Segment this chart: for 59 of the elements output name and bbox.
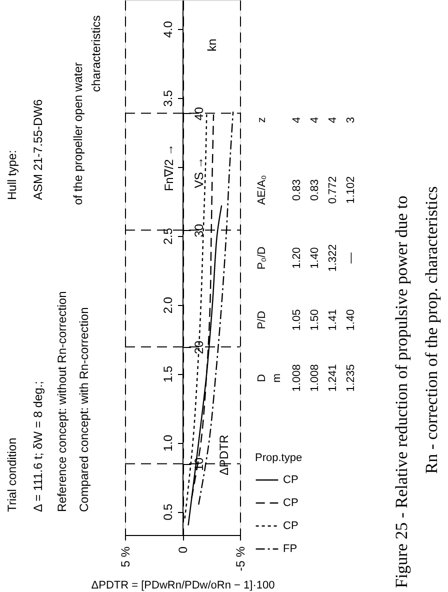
text: AE/A₀ bbox=[256, 175, 268, 205]
text: 1.322 bbox=[327, 244, 339, 272]
annotation: kn bbox=[205, 38, 219, 52]
text: 1.20 bbox=[291, 247, 303, 269]
x-tick-label: 5 % bbox=[118, 546, 132, 568]
legend-label: FP bbox=[283, 543, 298, 555]
legend-label: CP bbox=[283, 497, 298, 509]
x-tick-label: -5 % bbox=[234, 546, 248, 572]
text: 1.50 bbox=[309, 309, 321, 331]
x-axis-title: ΔPDTR = [PDwRn/PDw/oRn − 1]·100 bbox=[91, 580, 275, 592]
text: Hull type: bbox=[5, 150, 19, 200]
text: m bbox=[271, 373, 283, 383]
y-tick-label: 2.5 bbox=[161, 228, 175, 245]
y2-tick-label: 20 bbox=[192, 340, 206, 354]
text: Trial condition bbox=[5, 438, 19, 512]
annotation: ΔPDTR bbox=[217, 434, 231, 476]
text: 1.008 bbox=[291, 364, 303, 392]
text: 3 bbox=[345, 116, 357, 124]
text: 4 bbox=[291, 116, 303, 124]
y-tick-label: 1.0 bbox=[161, 434, 175, 452]
y2-tick-label: 40 bbox=[192, 106, 206, 120]
text: 1.241 bbox=[327, 364, 339, 392]
text: 1.235 bbox=[345, 364, 357, 392]
text: 0.83 bbox=[309, 179, 321, 201]
text: 4 bbox=[327, 116, 339, 124]
text: ASM 21-7.55-DW6 bbox=[31, 98, 45, 200]
text: — bbox=[345, 252, 357, 264]
caption: Figure 25 - Relative reduction of propulsive power due to bbox=[392, 196, 411, 588]
text: Reference concept: without Rn-correction bbox=[55, 291, 69, 512]
text: Compared concept: with Rn-correction bbox=[77, 307, 91, 512]
text: Δ = 111.6 t; δW = 8 deg.; bbox=[31, 381, 45, 512]
y-tick-label: 1.5 bbox=[161, 366, 175, 383]
y2-tick-label: 30 bbox=[192, 224, 206, 238]
legend-label: CP bbox=[283, 520, 298, 532]
y-tick-label: 4.0 bbox=[161, 20, 175, 38]
x-tick-label: 0 bbox=[176, 546, 190, 554]
text: 1.40 bbox=[309, 247, 321, 269]
legend-title: Prop.type bbox=[255, 452, 302, 464]
text: D bbox=[256, 374, 268, 382]
text: 0.772 bbox=[327, 176, 339, 204]
text: 0.83 bbox=[291, 179, 303, 201]
text: Rn - correction of the prop. characteristics bbox=[422, 186, 441, 474]
text: P/D bbox=[256, 310, 268, 330]
text: of the propeller open water bbox=[71, 62, 85, 205]
text: 1.40 bbox=[345, 309, 357, 331]
legend-label: CP bbox=[283, 474, 298, 486]
y-axis-title: Fn∇/2 → bbox=[162, 144, 176, 192]
text: 4 bbox=[309, 116, 321, 124]
y-tick-label: 2.0 bbox=[161, 296, 175, 314]
text: P₀/D bbox=[256, 246, 268, 270]
text: z bbox=[256, 117, 268, 123]
y2-axis-title: VS → bbox=[192, 156, 206, 188]
text: 1.05 bbox=[291, 309, 303, 331]
text: 1.102 bbox=[345, 176, 357, 204]
text: 1.41 bbox=[327, 309, 339, 331]
y-tick-label: 0.5 bbox=[161, 503, 175, 520]
y-tick-label: 3.5 bbox=[161, 90, 175, 107]
text: 1.008 bbox=[309, 364, 321, 392]
text: characteristics bbox=[89, 15, 103, 92]
